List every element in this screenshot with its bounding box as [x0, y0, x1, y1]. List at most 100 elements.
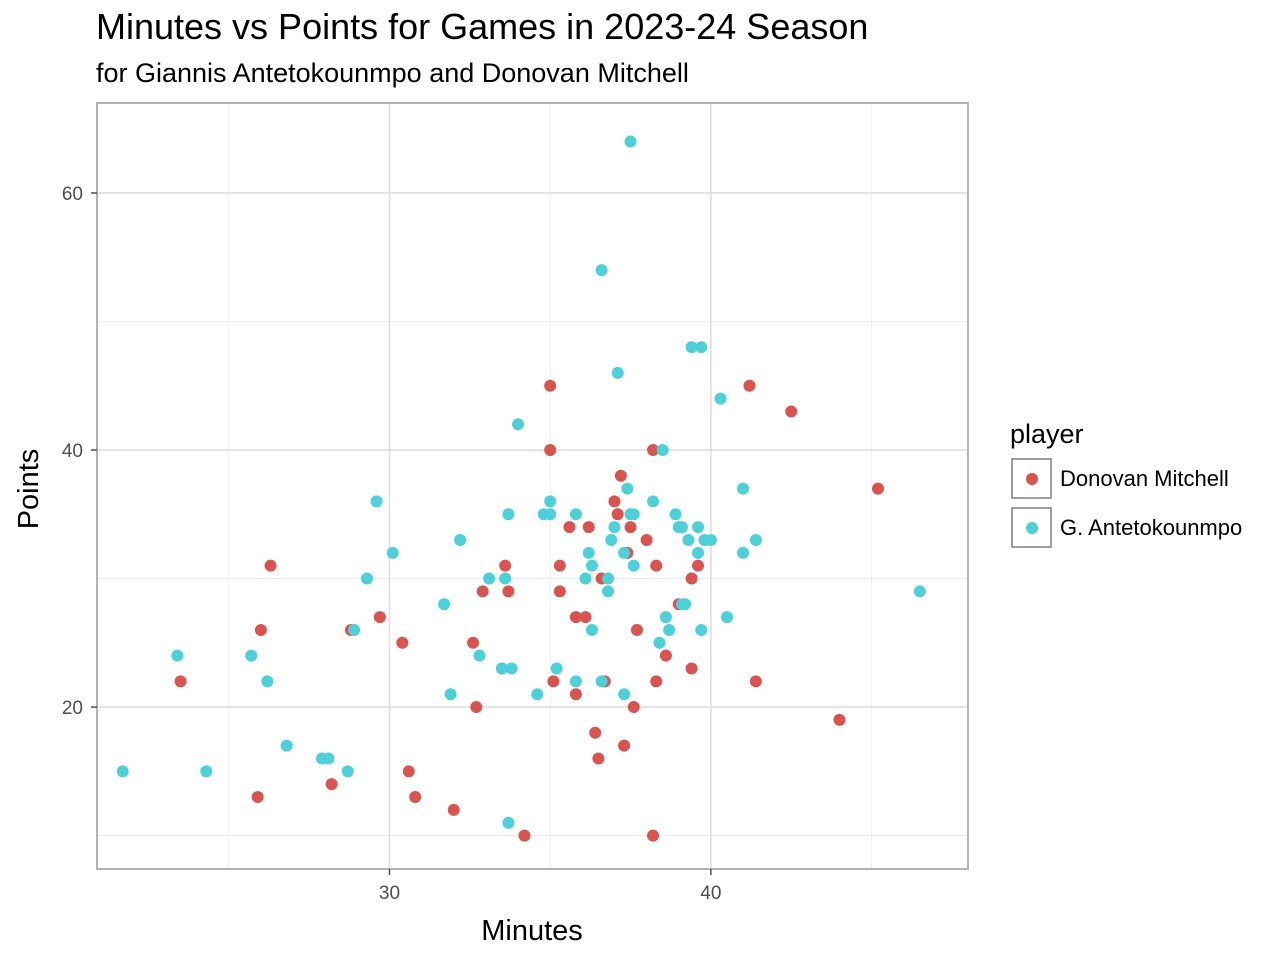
plot-panel	[97, 103, 968, 869]
grid-minor	[97, 103, 968, 869]
data-point-series-1	[714, 392, 727, 405]
data-point-series-1	[653, 636, 666, 649]
data-point-series-1	[685, 341, 698, 354]
legend-key-dot	[1026, 473, 1038, 485]
data-point-series-1	[682, 533, 695, 546]
data-point-series-1	[595, 675, 608, 688]
data-point-series-0	[470, 701, 483, 714]
data-point-series-1	[322, 752, 335, 765]
data-point-series-1	[512, 418, 525, 431]
data-point-series-0	[467, 636, 480, 649]
data-point-series-0	[592, 752, 605, 765]
data-point-series-1	[569, 675, 582, 688]
data-point-series-1	[585, 623, 598, 636]
data-point-series-1	[116, 765, 129, 778]
x-tick-label: 40	[700, 883, 721, 904]
y-tick-label: 40	[62, 441, 83, 462]
data-point-series-0	[582, 521, 595, 534]
data-point-series-0	[650, 675, 663, 688]
data-point-series-1	[656, 444, 669, 457]
data-point-series-0	[685, 572, 698, 585]
data-point-series-0	[254, 623, 267, 636]
data-point-series-0	[785, 405, 798, 418]
data-point-series-1	[544, 508, 557, 521]
data-point-series-0	[692, 559, 705, 572]
data-point-series-0	[608, 495, 621, 508]
data-point-series-0	[409, 791, 422, 804]
data-point-series-1	[618, 546, 631, 559]
data-point-series-0	[569, 688, 582, 701]
data-point-series-1	[608, 521, 621, 534]
data-point-series-1	[624, 135, 637, 148]
y-tick-label: 20	[62, 698, 83, 719]
chart-title: Minutes vs Points for Games in 2023-24 S…	[96, 6, 869, 47]
data-point-series-1	[737, 482, 750, 495]
data-point-series-0	[749, 675, 762, 688]
data-point-series-0	[647, 829, 660, 842]
data-point-series-0	[447, 803, 460, 816]
data-point-series-0	[174, 675, 187, 688]
data-point-series-1	[245, 649, 258, 662]
data-point-series-1	[585, 559, 598, 572]
data-point-series-1	[499, 572, 512, 585]
data-point-series-1	[659, 611, 672, 624]
data-point-series-1	[505, 662, 518, 675]
data-point-series-0	[650, 559, 663, 572]
data-point-series-1	[749, 533, 762, 546]
data-point-series-1	[669, 508, 682, 521]
data-point-series-0	[611, 508, 624, 521]
data-point-series-0	[499, 559, 512, 572]
data-point-series-0	[569, 611, 582, 624]
data-point-series-0	[630, 623, 643, 636]
data-point-series-1	[695, 341, 708, 354]
data-point-series-0	[627, 701, 640, 714]
data-point-series-1	[544, 495, 557, 508]
data-point-series-0	[647, 444, 660, 457]
legend-key-dot	[1026, 522, 1038, 534]
x-tick-label: 30	[379, 883, 400, 904]
data-point-series-0	[563, 521, 576, 534]
data-point-series-1	[550, 662, 563, 675]
chart-subtitle: for Giannis Antetokounmpo and Donovan Mi…	[96, 58, 689, 88]
data-point-series-1	[569, 508, 582, 521]
legend-label: G. Antetokounmpo	[1060, 515, 1242, 540]
data-point-series-0	[251, 791, 264, 804]
data-point-series-1	[483, 572, 496, 585]
data-point-series-1	[582, 546, 595, 559]
data-point-series-0	[544, 379, 557, 392]
data-point-series-0	[502, 585, 515, 598]
data-point-series-0	[640, 533, 653, 546]
data-point-series-1	[502, 508, 515, 521]
data-point-series-1	[692, 546, 705, 559]
data-point-series-0	[833, 713, 846, 726]
data-point-series-1	[618, 688, 631, 701]
data-point-series-1	[605, 533, 618, 546]
data-point-series-0	[685, 662, 698, 675]
legend-items: Donovan Mitchell G. Antetokounmpo	[1011, 458, 1242, 548]
y-axis-title: Points	[13, 449, 45, 530]
data-point-series-1	[280, 739, 293, 752]
data-point-series-0	[553, 559, 566, 572]
data-point-series-1	[171, 649, 184, 662]
grid-major	[97, 103, 968, 869]
data-point-series-1	[692, 521, 705, 534]
data-point-series-1	[595, 264, 608, 277]
data-point-series-0	[264, 559, 277, 572]
data-point-series-1	[679, 598, 692, 611]
data-point-series-1	[261, 675, 274, 688]
y-tick-label: 60	[62, 184, 83, 205]
data-point-series-1	[454, 533, 467, 546]
data-point-series-0	[553, 585, 566, 598]
data-point-series-0	[743, 379, 756, 392]
data-point-series-0	[373, 611, 386, 624]
data-point-series-1	[675, 521, 688, 534]
data-point-series-1	[602, 572, 615, 585]
plot-border	[96, 102, 969, 870]
data-point-series-0	[659, 649, 672, 662]
data-point-series-1	[695, 623, 708, 636]
data-point-series-1	[621, 482, 634, 495]
data-point-series-0	[518, 829, 531, 842]
data-point-series-1	[602, 585, 615, 598]
data-point-series-0	[544, 444, 557, 457]
